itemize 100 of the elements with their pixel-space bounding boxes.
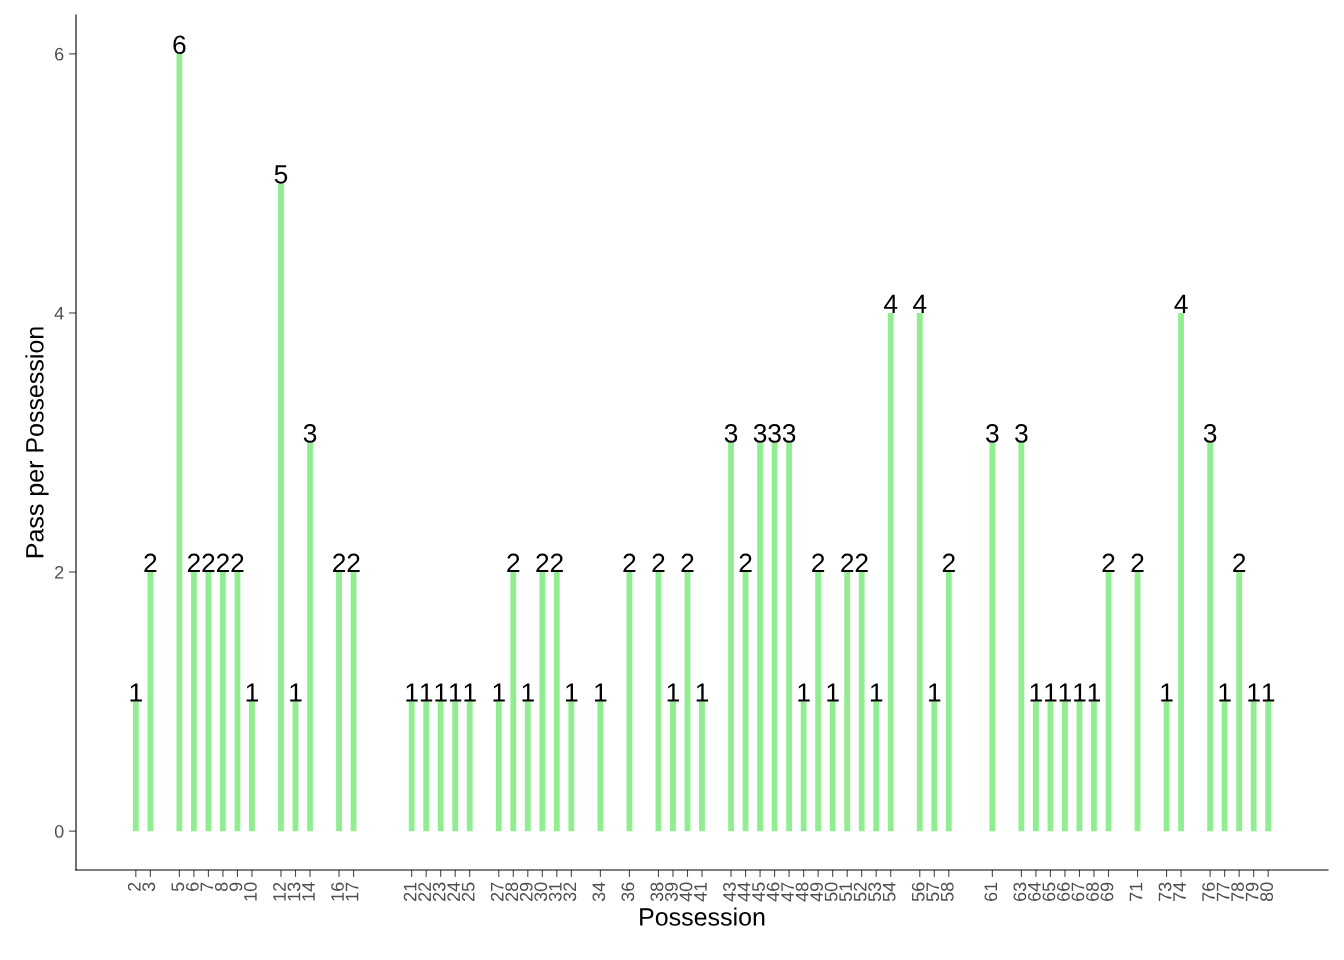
x-tick-label: 7 [200,882,214,891]
bar [800,701,807,832]
x-tick-label: 45 [752,882,765,902]
data-label: 2 [1102,553,1115,573]
data-label: 4 [884,294,898,313]
bar [786,442,793,832]
bar [423,701,430,832]
data-label: 3 [1203,424,1217,443]
data-label: 2 [1233,553,1246,573]
x-tick-label: 34 [592,882,606,902]
x-tick-label: 58 [940,882,954,902]
x-tick-label: 68 [1086,882,1099,901]
x-tick-label: 31 [548,882,562,902]
bar [1236,572,1243,832]
data-label: 1 [827,683,839,702]
data-label: 1 [696,683,709,702]
x-tick-label: 69 [1100,882,1114,901]
data-label: 6 [173,35,186,55]
data-label: 2 [942,553,955,573]
data-label: 1 [1248,683,1260,702]
x-tick-label: 80 [1260,882,1274,902]
data-label: 1 [1161,683,1173,702]
data-label: 3 [782,424,796,443]
data-label: 2 [1131,553,1144,573]
bar [1178,312,1184,832]
x-tick-label: 71 [1129,882,1143,901]
y-tick-label: 2 [55,565,64,579]
x-tick-label: 3 [142,882,156,892]
data-label: 1 [595,683,607,702]
data-label: 3 [1015,424,1028,443]
data-label: 1 [1262,683,1275,702]
x-tick-label: 28 [505,882,519,901]
x-tick-label: 24 [447,882,460,901]
x-tick-label: 76 [1202,882,1215,901]
x-tick-label: 6 [185,882,199,891]
bar [670,701,676,832]
bar [190,572,197,832]
data-label: 2 [507,553,520,573]
bar [553,572,560,832]
x-tick-label: 39 [665,882,678,902]
data-label: 2 [347,553,360,573]
x-tick-label: 23 [432,882,446,901]
data-label: 1 [1059,683,1071,702]
x-tick-label: 61 [984,882,998,901]
x-tick-label: 21 [403,882,417,901]
x-tick-label: 9 [229,882,243,891]
bar [1062,701,1068,832]
data-label: 1 [522,683,534,702]
data-label: 1 [435,683,447,702]
bar [132,701,139,832]
bar [466,701,473,832]
bar [757,442,763,832]
x-tick-label: 12 [273,882,286,901]
data-label: 1 [870,683,883,702]
data-label: 1 [1219,683,1231,702]
data-label: 2 [550,553,563,573]
x-tick-label: 63 [1013,882,1027,901]
x-tick-label: 25 [461,882,475,901]
data-label: 3 [986,424,999,443]
bar [336,572,342,832]
bar [887,312,894,832]
x-tick-label: 5 [171,882,185,892]
bar [437,701,444,832]
data-label: 2 [536,553,549,573]
bar [524,701,531,832]
x-tick-label: 46 [766,882,780,902]
x-tick-label: 17 [345,882,359,901]
data-label: 1 [130,683,142,702]
x-tick-label: 47 [781,882,794,902]
data-label: 1 [290,683,302,702]
x-tick-label: 48 [795,882,809,902]
y-axis-title: Pass per Possession [25,327,49,558]
y-tick-label: 4 [54,307,64,320]
data-label: 2 [855,553,868,573]
bar [815,572,822,832]
data-label: 1 [493,683,505,702]
bar [1265,701,1272,832]
bar [829,701,836,832]
data-label: 1 [667,683,680,702]
data-label: 1 [420,683,433,702]
data-label: 1 [1088,683,1101,702]
x-tick-label: 43 [723,882,736,902]
x-tick-label: 41 [694,882,707,902]
x-tick-label: 10 [244,882,257,901]
x-tick-label: 32 [563,882,577,902]
x-tick-label: 79 [1245,882,1259,901]
bar [1221,701,1228,832]
x-tick-label: 49 [810,882,823,902]
bar [989,442,996,832]
data-label: 2 [202,553,215,573]
data-label: 1 [246,683,258,702]
data-label: 3 [753,424,767,443]
y-tick-label: 6 [55,47,64,61]
data-label: 4 [913,294,927,313]
x-tick-label: 57 [926,882,940,902]
data-label: 3 [724,424,738,443]
x-tick-label: 8 [214,882,228,892]
x-tick-label: 73 [1158,882,1172,901]
bar [931,701,938,832]
data-label: 2 [812,553,825,573]
